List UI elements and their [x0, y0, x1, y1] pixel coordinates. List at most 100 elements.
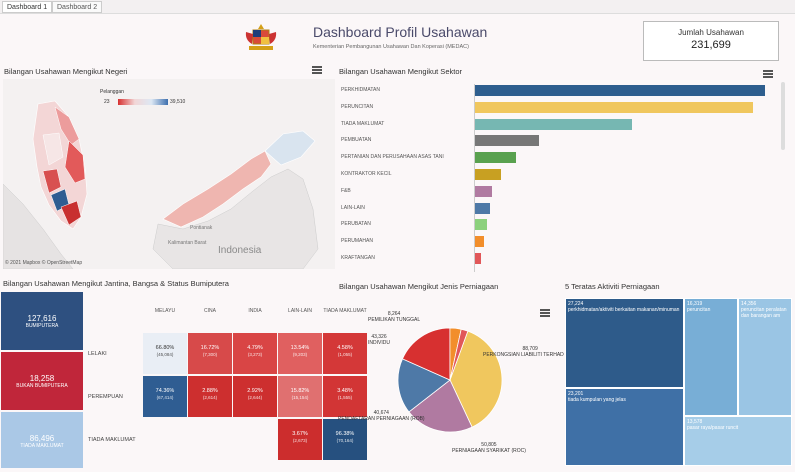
sector-label: PERUNCITAN — [341, 103, 374, 110]
treemap-label: peruncitan peralatan dan barangan am — [741, 307, 787, 319]
sector-bar[interactable] — [475, 185, 493, 197]
cell-percent: 3.48% — [337, 388, 353, 394]
treemap-label: tiada kumpulan yang jelas — [568, 397, 626, 403]
sector-label: LAIN-LAIN — [341, 204, 365, 211]
jantina-title: Bilangan Usahawan Mengikut Jantina, Bang… — [3, 279, 229, 288]
bumiputera-box[interactable]: 86,496 TIADA MAKLUMAT — [1, 412, 83, 468]
treemap-label: perkhidmatan/aktiviti berkaitan makanan/… — [568, 307, 680, 313]
tab-dashboard-2[interactable]: Dashboard 2 — [52, 1, 103, 13]
sektor-title: Bilangan Usahawan Mengikut Sektor — [339, 67, 462, 76]
aktiviti-title: 5 Teratas Aktiviti Perniagaan — [565, 282, 660, 291]
matrix-cell[interactable]: 4.79% (3,273) — [233, 333, 277, 374]
scrollbar[interactable] — [781, 82, 785, 150]
bumiputera-box[interactable]: 18,258 BUKAN BUMIPUTERA — [1, 352, 83, 410]
treemap-cell[interactable]: 27,224 perkhidmatan/aktiviti berkaitan ma… — [565, 298, 684, 388]
cell-count: (9,203) — [292, 352, 308, 357]
kpi-card: Jumlah Usahawan 231,699 — [643, 21, 779, 61]
matrix-cell[interactable]: 15.82% (15,154) — [278, 376, 322, 417]
matrix-cell[interactable]: 3.48% (1,555) — [323, 376, 367, 417]
box-value: 18,258 — [29, 374, 55, 383]
sector-bar[interactable] — [475, 101, 754, 113]
matrix-cell[interactable]: 13.54% (9,203) — [278, 333, 322, 374]
state-kelantan[interactable] — [54, 106, 80, 146]
cell-percent: 74.36% — [155, 388, 175, 394]
matrix-cell[interactable]: 74.36% (67,414) — [143, 376, 187, 417]
map-label-pontianak: Pontianak — [190, 225, 213, 231]
treemap-cell[interactable]: 13,578 pasar raya/pasar runcit — [684, 416, 792, 466]
treemap-label: peruncitan — [687, 307, 711, 313]
pie-label: 40,674 PENDAFTARAN PERNIAGAAN (ROB) — [338, 410, 425, 422]
sector-label: KONTRAKTOR KECIL — [341, 171, 392, 177]
sector-label: F&B — [341, 187, 351, 194]
pie-label: 8,264 PEMILIKAN TUNGGAL — [368, 311, 420, 323]
negeri-map[interactable] — [3, 79, 335, 269]
kpi-value: 231,699 — [691, 39, 731, 51]
state-selangor[interactable] — [42, 168, 62, 194]
sector-bar[interactable] — [475, 219, 487, 231]
box-label: BUKAN BUMIPUTERA — [16, 383, 68, 389]
pie-slice[interactable] — [449, 328, 469, 381]
treemap-value: 16,319 — [687, 301, 703, 307]
pie-label-category: PERNIAGAAN SYARIKAT (ROC) — [452, 448, 526, 454]
state-melaka[interactable] — [60, 200, 82, 226]
cell-percent: 96.38% — [335, 431, 355, 437]
matrix-cell[interactable]: 96.38% (70,164) — [323, 419, 367, 460]
tab-bar: Dashboard 1 Dashboard 2 — [0, 0, 795, 14]
pie-label-value: 8,264 — [387, 311, 401, 317]
sector-bar[interactable] — [475, 236, 484, 248]
matrix-row-label: LELAKI — [88, 351, 107, 357]
sector-label: TIADA MAKLUMAT — [341, 120, 385, 127]
cell-percent: 2.92% — [247, 388, 263, 394]
matrix-cell[interactable]: 2.92% (2,644) — [233, 376, 277, 417]
sector-bar[interactable] — [475, 202, 490, 214]
sector-bar[interactable] — [475, 169, 502, 180]
sector-label: PERUMAHAN — [341, 238, 373, 245]
sector-axis — [474, 84, 475, 272]
matrix-cell[interactable]: 2.88% (2,614) — [188, 376, 232, 417]
tab-dashboard-1[interactable]: Dashboard 1 — [2, 1, 53, 13]
pie-label: 50,805 PERNIAGAAN SYARIKAT (ROC) — [452, 442, 526, 454]
sector-label: PERKHIDMATAN — [341, 87, 380, 93]
pie-slice[interactable] — [408, 379, 473, 433]
pie-slice[interactable] — [397, 358, 451, 413]
map-credit: © 2021 Mapbox © OpenStreetMap — [5, 260, 83, 266]
sector-label: PERTANIAN DAN PERUSAHAAN ASAS TANI — [341, 154, 444, 161]
legend-min: 23 — [104, 99, 110, 105]
cell-percent: 16.72% — [200, 345, 220, 351]
sector-bar[interactable] — [475, 135, 539, 147]
cell-percent: 3.67% — [292, 431, 308, 437]
pie-slice[interactable] — [401, 327, 451, 381]
cell-count: (1,555) — [337, 395, 353, 400]
cell-count: (70,164) — [336, 438, 354, 443]
matrix-row-label: TIADA MAKLUMAT — [88, 437, 136, 443]
cell-count: (67,414) — [156, 395, 174, 400]
menu-icon[interactable] — [540, 309, 550, 317]
treemap-cell[interactable]: 14,356 peruncitan peralatan dan barangan … — [738, 298, 792, 416]
menu-icon[interactable] — [312, 66, 322, 74]
matrix-cell[interactable]: 4.58% (1,055) — [323, 333, 367, 374]
treemap-cell[interactable]: 23,201 tiada kumpulan yang jelas — [565, 388, 684, 466]
matrix-cell[interactable]: 66.80% (45,084) — [143, 333, 187, 374]
treemap-cell[interactable]: 16,319 peruncitan — [684, 298, 738, 416]
treemap-value: 13,578 — [687, 419, 703, 425]
state-perak[interactable] — [42, 132, 64, 166]
matrix-cell[interactable]: 3.67% (2,673) — [278, 419, 322, 460]
box-label: TIADA MAKLUMAT — [20, 443, 64, 449]
matrix-cell[interactable]: 16.72% (7,300) — [188, 333, 232, 374]
state-sarawak[interactable] — [162, 150, 272, 228]
box-label: BUMIPUTERA — [25, 323, 59, 329]
pie-slice[interactable] — [449, 330, 503, 428]
pie-label: 43,326 INDIVIDU — [368, 334, 390, 346]
pie-label-value: 40,674 — [373, 410, 389, 416]
cell-count: (2,673) — [292, 438, 308, 443]
sector-bar[interactable] — [475, 152, 516, 164]
state-sabah[interactable] — [264, 130, 316, 166]
bumiputera-box[interactable]: 127,616 BUMIPUTERA — [1, 292, 83, 350]
kpi-label: Jumlah Usahawan — [678, 28, 744, 37]
sector-bar[interactable] — [475, 85, 765, 96]
menu-icon[interactable] — [763, 70, 773, 78]
sector-bar[interactable] — [475, 118, 632, 130]
state-pahang[interactable] — [64, 140, 86, 184]
pie-label-category: PERKONGSIAN LIABILITI TERHAD (PLT) — [483, 352, 578, 358]
sector-bar[interactable] — [475, 253, 481, 264]
